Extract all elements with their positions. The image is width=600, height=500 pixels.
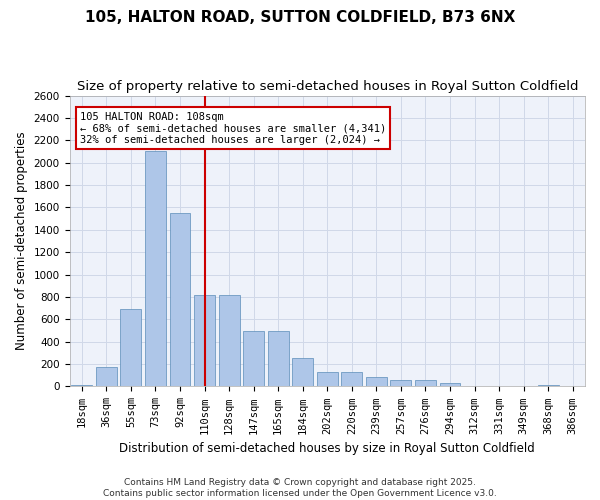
Bar <box>415 380 436 386</box>
X-axis label: Distribution of semi-detached houses by size in Royal Sutton Coldfield: Distribution of semi-detached houses by … <box>119 442 535 455</box>
Bar <box>194 294 215 386</box>
Bar <box>121 309 142 386</box>
Text: 105 HALTON ROAD: 108sqm
← 68% of semi-detached houses are smaller (4,341)
32% of: 105 HALTON ROAD: 108sqm ← 68% of semi-de… <box>80 112 386 145</box>
Bar <box>243 330 264 386</box>
Bar <box>391 380 412 386</box>
Bar <box>292 358 313 386</box>
Y-axis label: Number of semi-detached properties: Number of semi-detached properties <box>15 132 28 350</box>
Bar <box>96 367 117 386</box>
Bar <box>170 213 190 386</box>
Bar <box>317 372 338 386</box>
Bar <box>366 378 387 386</box>
Bar <box>218 294 239 386</box>
Bar <box>268 330 289 386</box>
Bar <box>440 383 460 386</box>
Text: 105, HALTON ROAD, SUTTON COLDFIELD, B73 6NX: 105, HALTON ROAD, SUTTON COLDFIELD, B73 … <box>85 10 515 25</box>
Bar <box>71 385 92 386</box>
Bar <box>145 152 166 386</box>
Title: Size of property relative to semi-detached houses in Royal Sutton Coldfield: Size of property relative to semi-detach… <box>77 80 578 93</box>
Bar <box>538 385 559 386</box>
Text: Contains HM Land Registry data © Crown copyright and database right 2025.
Contai: Contains HM Land Registry data © Crown c… <box>103 478 497 498</box>
Bar <box>341 372 362 386</box>
